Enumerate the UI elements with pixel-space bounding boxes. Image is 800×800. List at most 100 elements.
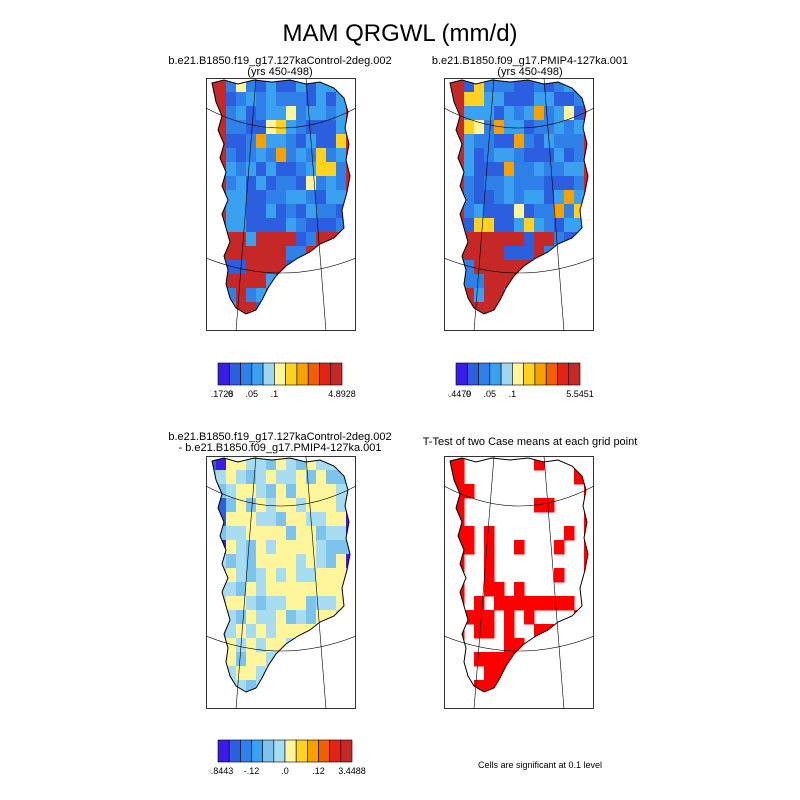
colorbar-swatch <box>251 739 263 763</box>
grid-cell <box>226 624 237 639</box>
grid-cell <box>336 680 347 692</box>
grid-cell <box>494 302 505 314</box>
grid-cell <box>326 498 337 513</box>
grid-cell <box>494 232 505 247</box>
significant-cell <box>584 596 588 611</box>
grid-cell <box>296 498 307 513</box>
grid-cell <box>296 274 307 289</box>
grid-cell <box>226 302 237 314</box>
significant-cell <box>474 596 485 611</box>
grid-cell <box>256 526 267 541</box>
grid-cell <box>266 526 277 541</box>
grid-cell <box>216 498 227 513</box>
grid-cell <box>514 316 525 331</box>
grid-cell <box>454 134 465 149</box>
grid-cell <box>286 176 297 191</box>
grid-cell <box>574 162 585 177</box>
grid-cell <box>326 680 337 692</box>
grid-cell <box>316 526 327 541</box>
colorbar-swatch <box>217 362 230 386</box>
grid-cell <box>574 92 585 107</box>
grid-cell <box>216 666 227 681</box>
significant-cell <box>504 652 515 667</box>
grid-cell <box>286 92 297 107</box>
panel-1-title-line2: (yrs 450-498) <box>247 66 313 78</box>
grid-cell <box>226 80 237 93</box>
grid-cell <box>326 470 337 485</box>
grid-cell <box>296 484 307 499</box>
grid-cell <box>474 190 485 205</box>
significant-cell <box>564 652 575 667</box>
grid-cell <box>266 680 277 692</box>
grid-cell <box>534 176 545 191</box>
grid-cell <box>276 316 287 331</box>
grid-cell <box>564 134 575 149</box>
significant-cell <box>454 610 465 625</box>
grid-cell <box>336 694 347 709</box>
grid-cell <box>226 540 237 555</box>
grid-cell <box>306 694 317 709</box>
grid-cell <box>276 218 287 233</box>
grid-cell <box>246 92 257 107</box>
grid-cell <box>226 526 237 541</box>
grid-cell <box>514 190 525 205</box>
grid-cell <box>236 302 247 314</box>
grid-cell <box>554 106 565 121</box>
colorbar-label: .1 <box>271 389 279 399</box>
grid-cell <box>514 176 525 191</box>
grid-cell <box>276 582 287 597</box>
grid-cell <box>266 568 277 583</box>
grid-cell <box>246 204 257 219</box>
grid-cell <box>544 190 555 205</box>
grid-cell <box>574 302 585 314</box>
grid-cell <box>474 218 485 233</box>
grid-cell <box>276 190 287 205</box>
grid-cell <box>246 582 257 597</box>
grid-cell <box>306 148 317 163</box>
significant-cell <box>454 652 465 667</box>
grid-cell <box>256 162 267 177</box>
grid-cell <box>504 288 515 303</box>
grid-cell <box>276 470 287 485</box>
grid-cell <box>246 80 257 93</box>
grid-cell <box>266 80 277 93</box>
grid-cell <box>246 190 257 205</box>
grid-cell <box>316 274 327 289</box>
significant-cell <box>554 540 565 555</box>
grid-cell <box>212 610 217 625</box>
grid-cell <box>450 218 455 233</box>
grid-cell <box>346 176 350 191</box>
significant-cell <box>450 582 455 597</box>
grid-cell <box>336 568 347 583</box>
grid-cell <box>266 458 277 471</box>
grid-cell <box>504 302 515 314</box>
grid-cell <box>226 638 237 653</box>
grid-cell <box>564 246 575 261</box>
grid-cell <box>286 458 297 471</box>
panel-1-title-line1: b.e21.B1850.f19_g17.127kaControl-2deg.00… <box>168 55 392 67</box>
significant-cell <box>584 680 588 692</box>
grid-cell <box>306 288 317 303</box>
grid-cell <box>226 260 237 275</box>
grid-cell <box>256 80 267 93</box>
grid-cell <box>346 498 350 513</box>
grid-cell <box>450 106 455 121</box>
grid-cell <box>484 316 495 331</box>
grid-cell <box>544 148 555 163</box>
grid-cell <box>296 512 307 527</box>
grid-cell <box>514 288 525 303</box>
grid-cell <box>276 498 287 513</box>
grid-cell <box>236 274 247 289</box>
grid-cell <box>276 540 287 555</box>
grid-cell <box>246 694 257 709</box>
grid-cell <box>336 204 347 219</box>
grid-cell <box>464 288 475 303</box>
grid-cell <box>286 540 297 555</box>
grid-cell <box>306 526 317 541</box>
grid-cell <box>584 120 588 135</box>
grid-cell <box>212 498 217 513</box>
grid-cell <box>346 568 350 583</box>
grid-cell <box>286 666 297 681</box>
grid-cell <box>316 554 327 569</box>
significant-cell <box>450 610 455 625</box>
